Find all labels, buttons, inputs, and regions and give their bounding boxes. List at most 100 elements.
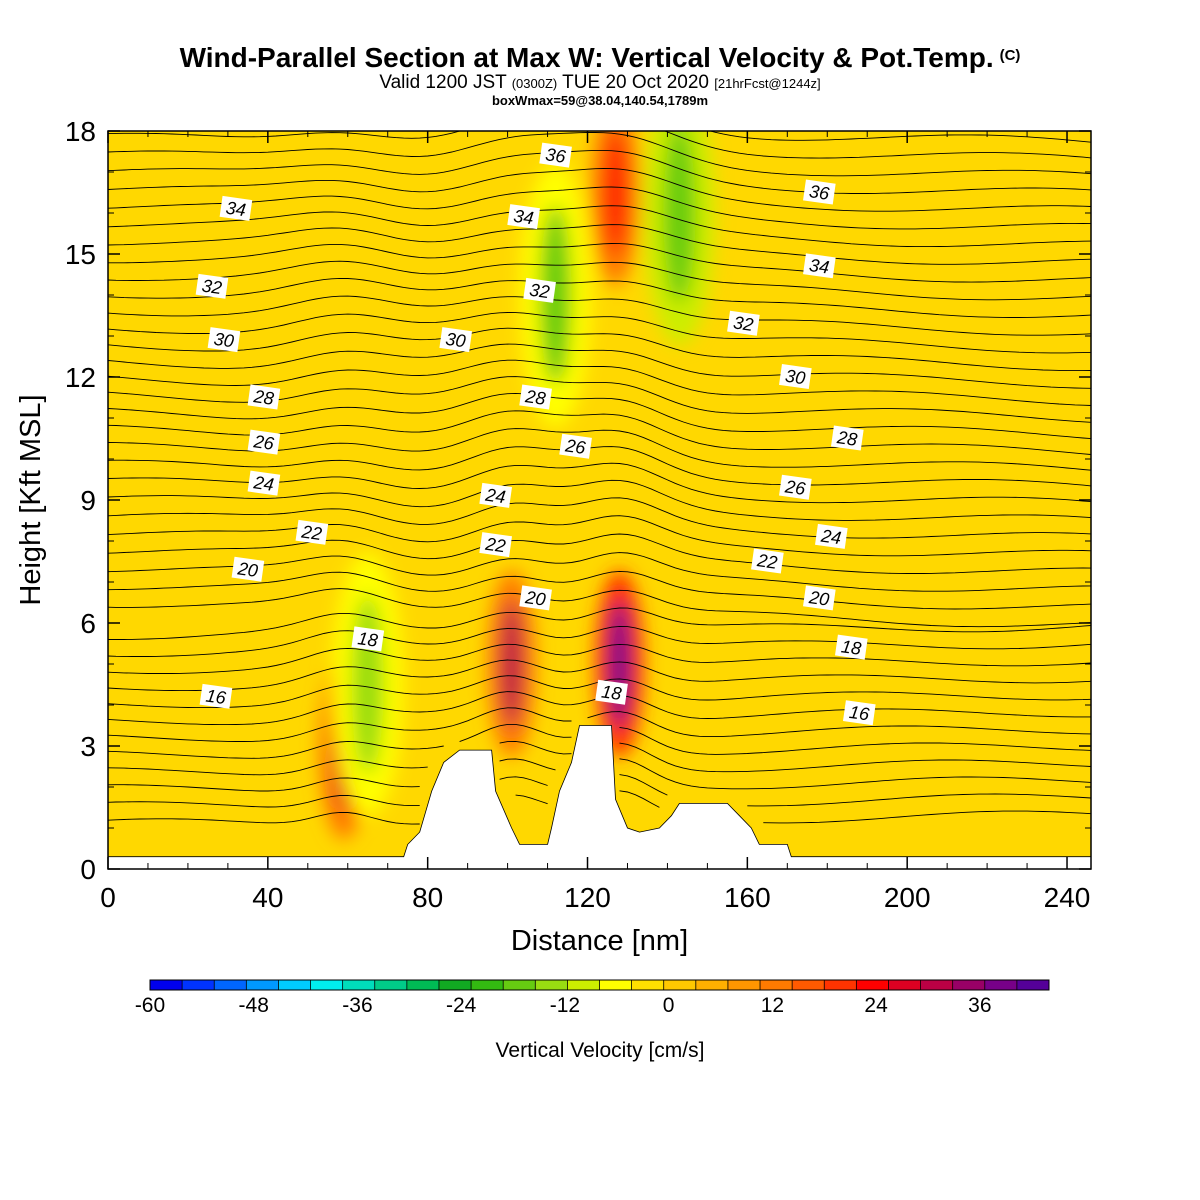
x-tick-label: 80 <box>412 882 443 913</box>
velocity-field <box>319 131 715 840</box>
theta-contour-17 <box>108 497 1091 539</box>
colorbar-tick-label: 0 <box>663 994 675 1017</box>
colorbar-tick-label: -24 <box>446 994 477 1017</box>
colorbar-swatch <box>374 980 408 990</box>
contour-label-18-1: 18 <box>595 679 628 705</box>
theta-contour-36 <box>108 168 1091 212</box>
contour-label-26-2: 26 <box>779 474 812 500</box>
colorbar-swatch <box>246 980 279 990</box>
colorbar-swatch <box>727 980 761 990</box>
colorbar-tick-label: -36 <box>342 994 372 1017</box>
colorbar-label: Vertical Velocity [cm/s] <box>496 1039 705 1062</box>
theta-contour-40 <box>708 131 1091 143</box>
x-tick-label: 120 <box>564 882 611 913</box>
contour-label-box <box>834 634 868 660</box>
colorbar-swatch <box>695 980 729 990</box>
valid-date: TUE 20 Oct 2020 <box>562 72 709 93</box>
contour-label-text: 32 <box>201 276 224 299</box>
x-tick-label: 40 <box>252 882 283 913</box>
colorbar-tick-label: 36 <box>968 994 991 1017</box>
theta-contour-3 <box>108 740 1091 776</box>
contour-label-box <box>351 626 385 652</box>
contour-label-box <box>803 179 836 205</box>
colorbar-swatch <box>856 980 889 990</box>
theta-contour-31 <box>108 260 1091 301</box>
colorbar-swatch <box>438 980 472 990</box>
y-axis-label: Height [Kft MSL] <box>15 394 47 605</box>
y-tick-label: 0 <box>80 854 96 885</box>
contour-label-box <box>727 310 760 336</box>
contour-label-text: 32 <box>528 280 551 303</box>
contour-label-26-0: 26 <box>247 429 281 455</box>
colorbar-swatch <box>792 980 825 990</box>
contour-label-box <box>779 364 812 389</box>
theta-contour-0 <box>108 790 1091 825</box>
theta-contour-10 <box>108 625 1091 657</box>
contour-label-text: 22 <box>755 550 779 573</box>
velocity-core-2 <box>608 600 631 728</box>
contour-label-text: 24 <box>252 472 276 495</box>
theta-contour-33 <box>108 224 1091 265</box>
theta-contour-32 <box>108 243 1091 283</box>
theta-contour-37 <box>108 149 1091 194</box>
contour-label-box <box>247 429 281 455</box>
contour-label-box <box>831 425 864 451</box>
theta-contour-29 <box>108 295 1091 336</box>
colorbar-tick-label: 24 <box>864 994 888 1017</box>
theta-contour-35 <box>108 186 1091 230</box>
x-tick-label: 0 <box>100 882 116 913</box>
theta-contour-39 <box>108 131 1091 159</box>
contour-label-18-2: 18 <box>834 634 868 660</box>
x-axis-label: Distance [nm] <box>511 925 688 957</box>
contour-label-36-0: 36 <box>539 142 572 168</box>
contour-label-box <box>479 482 512 508</box>
velocity-core-3 <box>604 131 627 257</box>
y-tick-label: 12 <box>65 362 96 393</box>
x-axis: 0 40 80 120 160 200 240 Distance [nm] <box>100 131 1090 957</box>
theta-contour-38 <box>108 132 1091 177</box>
colorbar: -60 -48 -36 -24 -12 0 12 24 36 Vertical Velocity … <box>135 979 1050 1062</box>
contour-label-box <box>803 585 836 611</box>
theta-contour-14 <box>108 552 1091 592</box>
contour-label-text: 26 <box>252 431 277 454</box>
box-wmax-info: boxWmax=59@38.04,140.54,1789m <box>491 93 709 108</box>
contour-label-16-0: 16 <box>199 683 233 709</box>
contour-labels: 16 16 18 18 18 20 20 20 22 22 22 24 24 24 26 26 26 28 28 28… <box>195 142 876 726</box>
theta-contour-4 <box>108 723 1091 759</box>
theta-contour-28 <box>108 312 1091 354</box>
contour-label-box <box>207 327 241 353</box>
contour-label-text: 30 <box>444 329 467 352</box>
theta-contour-26 <box>108 343 1091 389</box>
contour-label-box <box>231 556 265 582</box>
colorbar-swatch <box>599 980 633 990</box>
contour-label-34-1: 34 <box>507 204 540 230</box>
contour-label-22-2: 22 <box>751 548 784 574</box>
contour-label-20-0: 20 <box>231 556 265 582</box>
contour-label-text: 16 <box>205 686 229 709</box>
contour-label-box <box>199 683 233 709</box>
contour-label-20-1: 20 <box>519 585 552 611</box>
y-tick-label: 18 <box>65 116 96 147</box>
contour-label-24-0: 24 <box>247 470 281 496</box>
contour-label-box <box>295 519 329 545</box>
theta-contour-23 <box>108 392 1091 440</box>
y-tick-label: 9 <box>80 485 96 516</box>
contour-label-30-0: 30 <box>207 327 241 353</box>
contour-label-text: 20 <box>807 587 831 610</box>
contour-label-34-0: 34 <box>219 195 253 221</box>
colorbar-tick-label: -12 <box>550 994 580 1017</box>
contour-label-text: 26 <box>563 435 588 458</box>
contour-label-30-2: 30 <box>779 364 812 389</box>
theta-contour-12 <box>108 588 1091 628</box>
y-tick-label: 3 <box>80 731 96 762</box>
contour-label-text: 34 <box>512 206 535 229</box>
colorbar-tick-label: -60 <box>135 994 165 1017</box>
colorbar-tick-label: 12 <box>761 994 784 1017</box>
velocity-core-5 <box>539 205 572 385</box>
contour-label-text: 18 <box>600 681 623 704</box>
contour-label-box <box>247 470 281 496</box>
contour-label-text: 30 <box>784 366 807 389</box>
contour-label-text: 20 <box>236 558 260 581</box>
